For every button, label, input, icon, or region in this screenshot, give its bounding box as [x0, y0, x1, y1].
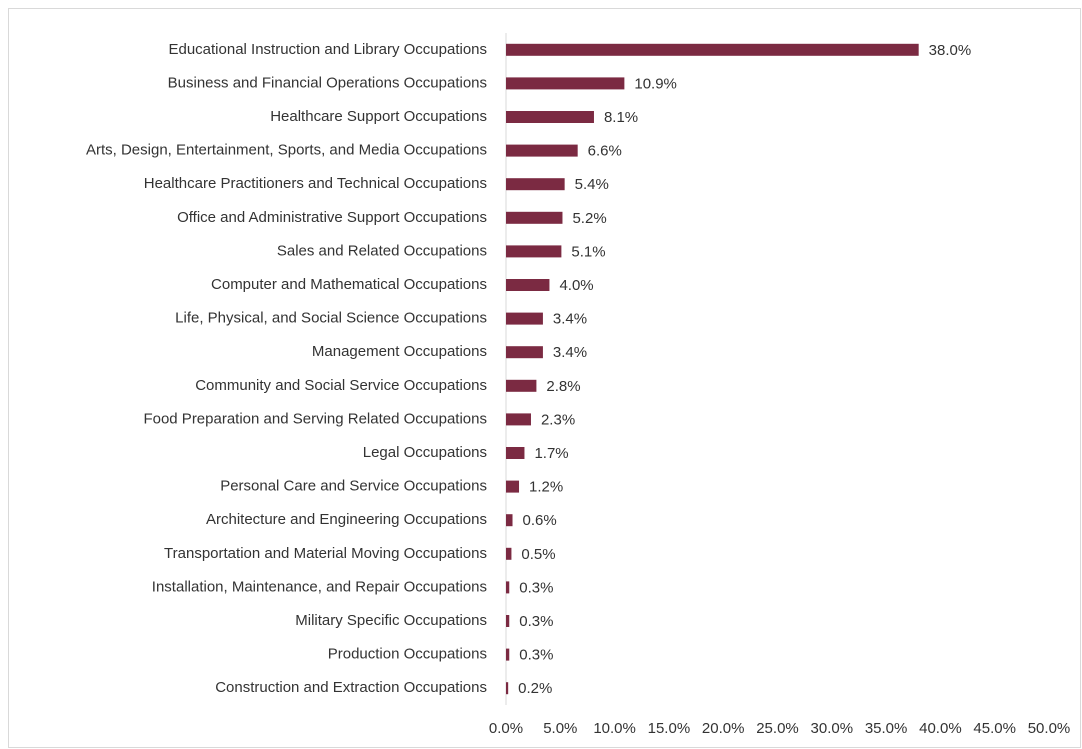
bar [506, 447, 525, 459]
y-tick-label: Personal Care and Service Occupations [220, 478, 487, 495]
y-tick-label: Business and Financial Operations Occupa… [168, 74, 487, 91]
bar [506, 77, 625, 90]
data-label: 0.3% [519, 579, 553, 596]
y-tick-label: Installation, Maintenance, and Repair Oc… [152, 578, 487, 595]
y-tick-label: Transportation and Material Moving Occup… [164, 545, 487, 562]
data-label: 38.0% [929, 42, 972, 59]
y-tick-label: Arts, Design, Entertainment, Sports, and… [86, 142, 487, 159]
data-label: 5.1% [571, 243, 605, 260]
data-label: 3.4% [553, 311, 587, 328]
data-label: 5.4% [575, 176, 609, 193]
y-tick-label: Production Occupations [328, 646, 487, 663]
x-tick-label: 50.0% [1028, 720, 1071, 737]
bar [506, 547, 512, 560]
data-label: 0.3% [519, 613, 553, 630]
bar [506, 480, 520, 493]
data-label: 0.2% [518, 680, 552, 697]
bar [506, 514, 513, 527]
y-tick-label: Military Specific Occupations [295, 612, 487, 629]
bar [506, 581, 510, 594]
data-label: 2.3% [541, 411, 575, 428]
data-label: 6.6% [588, 143, 622, 160]
y-tick-label: Legal Occupations [363, 444, 487, 461]
bar [506, 111, 594, 123]
x-tick-label: 25.0% [756, 720, 799, 737]
bar [506, 211, 563, 224]
data-label: 0.6% [523, 512, 557, 529]
x-tick-label: 0.0% [489, 720, 523, 737]
data-label: 0.3% [519, 647, 553, 664]
x-tick-label: 10.0% [593, 720, 636, 737]
y-tick-label: Architecture and Engineering Occupations [206, 511, 487, 528]
y-tick-label: Sales and Related Occupations [277, 242, 487, 259]
data-label: 5.2% [572, 210, 606, 227]
data-label: 1.7% [534, 445, 568, 462]
bar [506, 245, 562, 258]
data-label: 1.2% [529, 479, 563, 496]
x-tick-label: 15.0% [648, 720, 691, 737]
data-label: 0.5% [521, 546, 555, 563]
bar [506, 178, 565, 191]
bar [506, 279, 550, 291]
y-tick-label: Community and Social Service Occupations [195, 377, 487, 394]
bar [506, 648, 510, 661]
bar [506, 43, 919, 56]
y-tick-label: Healthcare Practitioners and Technical O… [144, 175, 487, 192]
x-tick-label: 40.0% [919, 720, 962, 737]
bar [506, 144, 578, 157]
x-tick-label: 30.0% [811, 720, 854, 737]
y-tick-label: Construction and Extraction Occupations [215, 679, 487, 696]
x-tick-label: 5.0% [543, 720, 577, 737]
y-tick-label: Food Preparation and Serving Related Occ… [143, 410, 487, 427]
bar [506, 413, 531, 426]
y-tick-label: Management Occupations [312, 343, 487, 360]
chart-frame [8, 8, 1081, 748]
y-tick-label: Life, Physical, and Social Science Occup… [175, 310, 487, 327]
y-tick-label: Healthcare Support Occupations [270, 108, 487, 125]
y-tick-label: Computer and Mathematical Occupations [211, 276, 487, 293]
x-tick-label: 20.0% [702, 720, 745, 737]
y-tick-label: Educational Instruction and Library Occu… [168, 41, 487, 58]
data-label: 2.8% [546, 378, 580, 395]
bar [506, 312, 543, 325]
data-label: 8.1% [604, 109, 638, 126]
y-tick-label: Office and Administrative Support Occupa… [177, 209, 487, 226]
data-label: 10.9% [634, 75, 677, 92]
x-tick-label: 35.0% [865, 720, 908, 737]
bar [506, 682, 509, 695]
x-tick-label: 45.0% [973, 720, 1016, 737]
bar [506, 379, 537, 392]
bar [506, 346, 543, 359]
data-label: 3.4% [553, 344, 587, 361]
data-label: 4.0% [559, 277, 593, 294]
bar [506, 615, 510, 627]
